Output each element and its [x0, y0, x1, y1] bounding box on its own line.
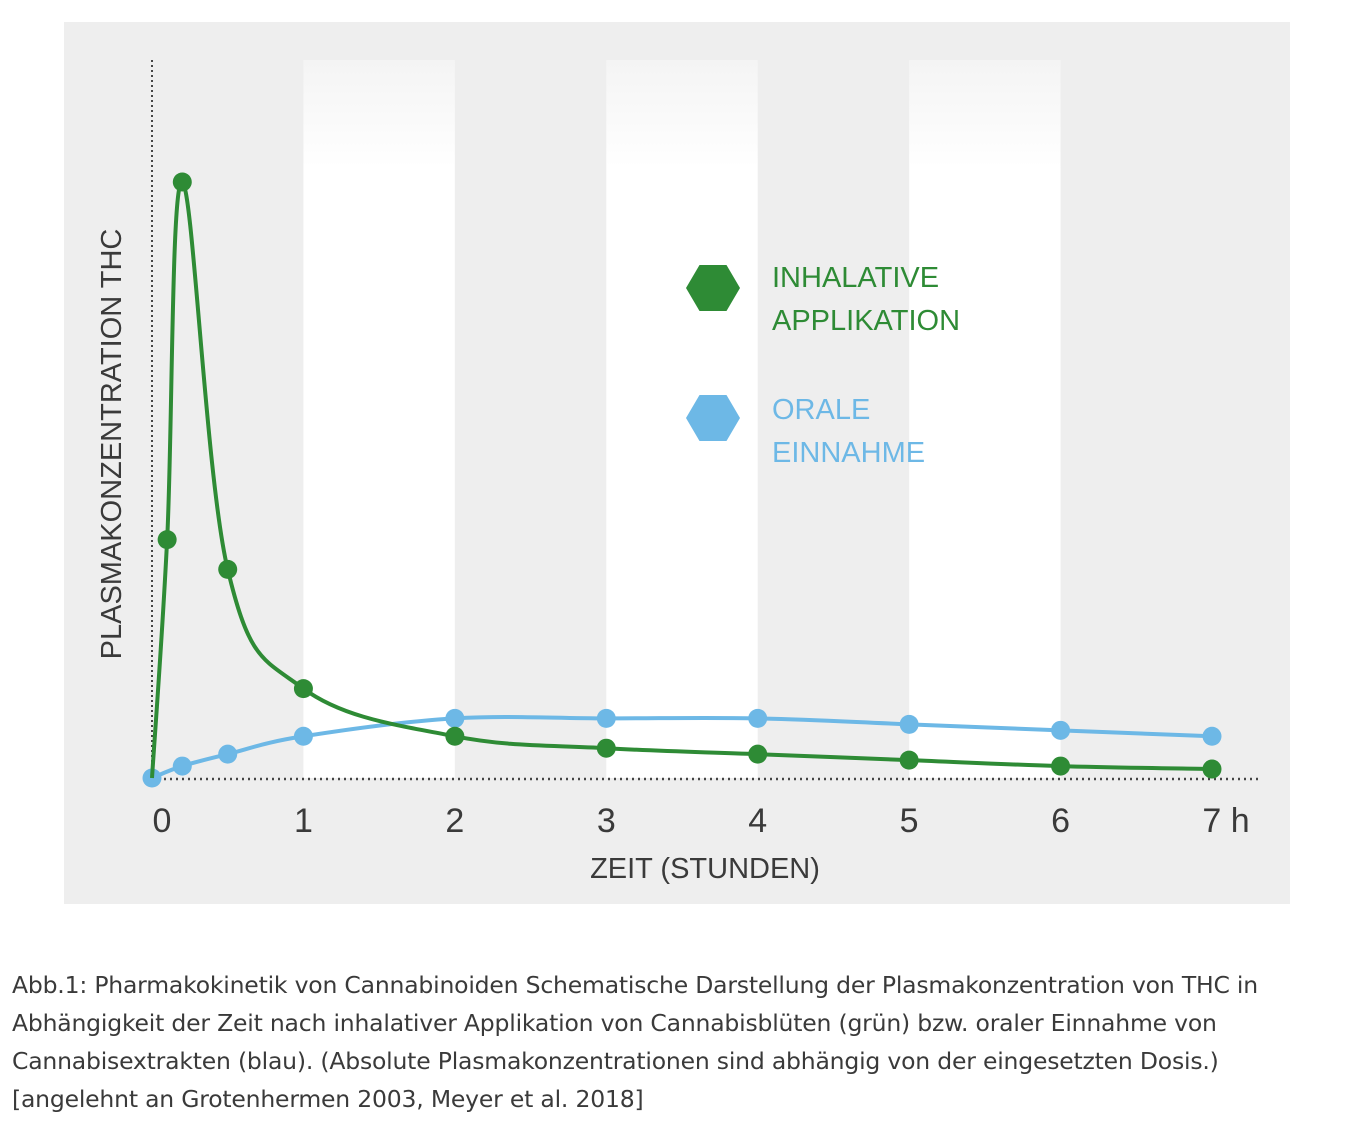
data-point-inhalative — [172, 172, 192, 192]
legend-label-inhalative: APPLIKATION — [772, 305, 960, 337]
x-tick-labels: 0 1 2 3 4 5 6 7 h — [153, 802, 1250, 840]
legend-item-orale: ORALE EINNAHME — [686, 394, 925, 469]
legend-marker-inhalative-icon — [686, 265, 740, 311]
data-point-inhalative — [596, 738, 616, 758]
data-point-inhalative — [218, 559, 238, 579]
legend: INHALATIVE APPLIKATION ORALE EINNAHME — [686, 262, 960, 469]
series-line-inhalative — [150, 179, 1213, 779]
y-axis-label: PLASMAKONZENTRATION THC — [96, 229, 128, 660]
data-point-inhalative — [1051, 756, 1071, 776]
legend-item-inhalative: INHALATIVE APPLIKATION — [686, 262, 960, 337]
caption-line-2: Abhängigkeit der Zeit nach inhalativer A… — [12, 1009, 1217, 1037]
legend-label-inhalative: INHALATIVE — [772, 262, 939, 294]
data-point-orale — [1202, 726, 1222, 746]
data-point-orale — [172, 756, 192, 776]
data-point-orale — [596, 708, 616, 728]
x-tick-label: 6 — [1051, 802, 1070, 840]
caption-line-1: Abb.1: Pharmakokinetik von Cannabinoiden… — [12, 971, 1258, 999]
caption-line-3: Cannabisextrakten (blau). (Absolute Plas… — [12, 1047, 1219, 1075]
x-tick-label: 4 — [748, 802, 767, 840]
thc-plasma-chart: 0 1 2 3 4 5 6 7 h ZEIT (STUNDEN) PLASMAKONZENTR… — [64, 22, 1290, 904]
grid-band — [909, 60, 1061, 778]
data-point-orale — [1051, 720, 1071, 740]
caption-line-4: [angelehnt an Grotenhermen 2003, Meyer e… — [12, 1085, 644, 1113]
x-tick-label: 1 — [294, 802, 313, 840]
series-layer — [142, 172, 1222, 788]
data-point-inhalative — [445, 726, 465, 746]
grid-band — [303, 60, 455, 778]
data-point-orale — [748, 708, 768, 728]
data-point-orale — [293, 726, 313, 746]
data-point-orale — [445, 708, 465, 728]
x-tick-label: 5 — [900, 802, 919, 840]
data-point-orale — [899, 714, 919, 734]
x-tick-label: 7 h — [1202, 802, 1249, 840]
legend-label-orale: ORALE — [772, 394, 870, 426]
legend-marker-orale-icon — [686, 395, 740, 441]
data-point-inhalative — [293, 679, 313, 699]
legend-label-orale: EINNAHME — [772, 437, 925, 469]
data-point-orale — [218, 744, 238, 764]
axes — [151, 60, 1262, 781]
x-tick-label: 0 — [153, 802, 172, 840]
x-axis-label: ZEIT (STUNDEN) — [590, 853, 820, 885]
data-point-inhalative — [899, 750, 919, 770]
x-tick-label: 3 — [597, 802, 616, 840]
x-tick-label: 2 — [445, 802, 464, 840]
data-point-inhalative — [157, 530, 177, 550]
grid-bands — [303, 60, 1061, 778]
data-point-inhalative — [1202, 759, 1222, 779]
data-point-inhalative — [748, 744, 768, 764]
figure-caption: Abb.1: Pharmakokinetik von Cannabinoiden… — [12, 966, 1348, 1118]
